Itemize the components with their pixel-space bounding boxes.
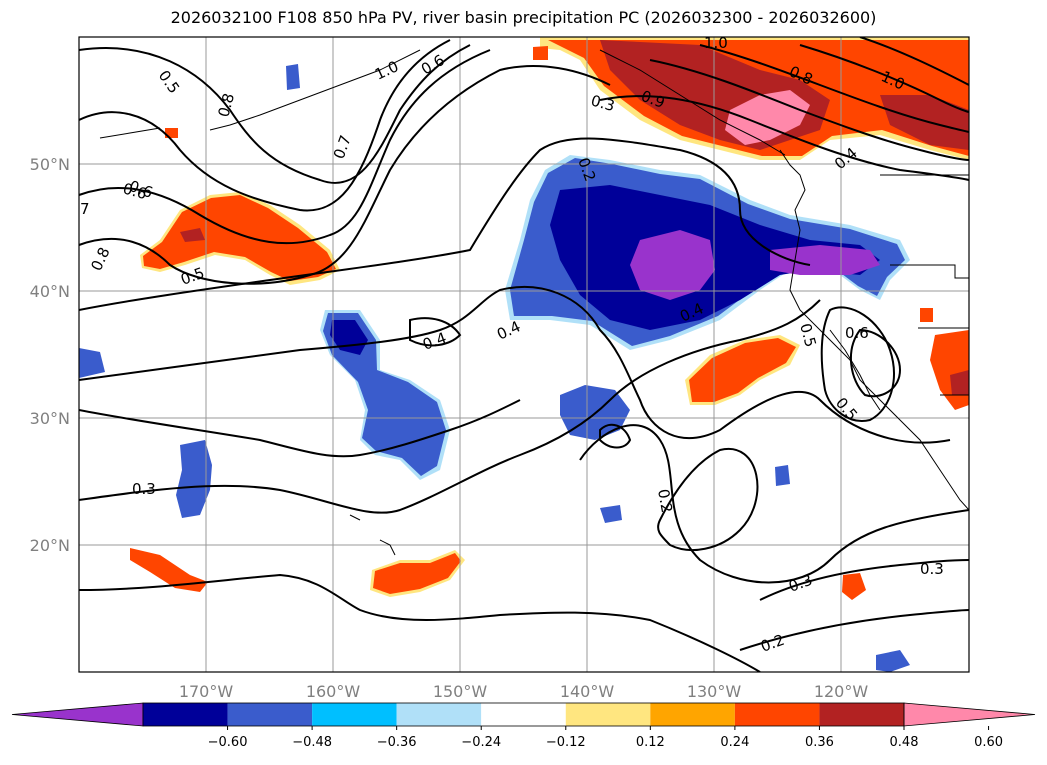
extreme-negative-east bbox=[770, 245, 880, 275]
colorbar-tick-label: 0.60 bbox=[974, 735, 1003, 750]
lat-tick-label: 20°N bbox=[30, 536, 70, 555]
lat-tick-label: 50°N bbox=[30, 155, 70, 174]
lat-tick-label: 40°N bbox=[30, 282, 70, 301]
contour-label: 1.0 bbox=[704, 34, 728, 52]
colorbar-bin bbox=[734, 703, 820, 726]
colorbar-extend-low bbox=[11, 702, 144, 727]
negative-precip-sub4 bbox=[775, 465, 790, 486]
chart-title: 2026032100 F108 850 hPa PV, river basin … bbox=[170, 8, 877, 27]
colorbar-tick-label: 0.36 bbox=[805, 735, 834, 750]
colorbar: −0.60 −0.48 −0.36 −0.24 −0.12 0.12 0.24 0.36 0.4… bbox=[11, 702, 1036, 750]
pv-contours bbox=[79, 37, 969, 672]
colorbar-extend-high bbox=[903, 702, 1036, 727]
negative-precip-sub7 bbox=[286, 64, 300, 90]
strong-negative-central bbox=[550, 185, 880, 330]
colorbar-bin bbox=[565, 703, 651, 726]
lon-tick-label: 130°W bbox=[687, 682, 742, 701]
negative-precip-sub2 bbox=[176, 440, 212, 518]
colorbar-bin bbox=[227, 703, 313, 726]
lat-tick-labels: 50°N 40°N 30°N 20°N bbox=[30, 155, 70, 555]
contour-label: 0.3 bbox=[920, 560, 944, 578]
colorbar-tick-label: −0.36 bbox=[377, 735, 417, 750]
positive-precip-sw bbox=[130, 548, 208, 592]
contour-label: 0.2 bbox=[654, 488, 676, 515]
negative-precip-sub3 bbox=[600, 505, 622, 523]
extreme-positive-ne bbox=[725, 90, 810, 145]
positive-precip-small2 bbox=[920, 308, 933, 322]
contour-label: 7 bbox=[80, 200, 90, 218]
positive-precip-hawaii-core bbox=[373, 553, 461, 594]
strong-positive-ne2 bbox=[880, 95, 969, 150]
colorbar-bin bbox=[312, 703, 397, 726]
gridlines bbox=[79, 37, 969, 672]
negative-precip-sub5 bbox=[876, 650, 910, 672]
strong-positive-mexico bbox=[950, 370, 969, 395]
lon-tick-label: 140°W bbox=[560, 682, 615, 701]
contour-label: 0.6 bbox=[845, 324, 869, 342]
contour-label: 0.3 bbox=[132, 480, 156, 498]
lon-tick-label: 170°W bbox=[179, 682, 234, 701]
lon-tick-labels: 170°W 160°W 150°W 140°W 130°W 120°W bbox=[179, 682, 869, 701]
colorbar-tick-label: −0.48 bbox=[292, 735, 332, 750]
strong-positive-west bbox=[180, 228, 205, 242]
positive-precip-small4 bbox=[533, 46, 548, 60]
negative-precip-sub6 bbox=[79, 348, 105, 378]
colorbar-tick-label: 0.48 bbox=[890, 735, 919, 750]
colorbar-bin bbox=[396, 703, 482, 726]
contour-label: 0.3 bbox=[589, 91, 617, 115]
colorbar-tick-label: 0.24 bbox=[720, 735, 749, 750]
colorbar-tick-label: −0.12 bbox=[546, 735, 586, 750]
lon-tick-label: 160°W bbox=[306, 682, 361, 701]
contour-label: 0.6 bbox=[121, 179, 149, 203]
precip-fields bbox=[79, 37, 969, 672]
extreme-negative-central bbox=[630, 230, 715, 300]
positive-precip-west-core bbox=[143, 195, 336, 281]
map-area bbox=[79, 37, 969, 672]
colorbar-tick-label: −0.60 bbox=[208, 735, 248, 750]
contour-label: 0.5 bbox=[796, 321, 820, 349]
colorbar-frame bbox=[142, 702, 905, 727]
coastlines bbox=[99, 49, 969, 556]
lat-tick-label: 30°N bbox=[30, 409, 70, 428]
colorbar-tick-label: −0.24 bbox=[461, 735, 501, 750]
negative-precip-west-core bbox=[323, 313, 446, 476]
lon-tick-label: 150°W bbox=[433, 682, 488, 701]
contour-label: 0.8 bbox=[214, 91, 238, 119]
lon-tick-label: 120°W bbox=[814, 682, 869, 701]
map-frame bbox=[78, 36, 970, 673]
colorbar-bin bbox=[481, 703, 566, 726]
colorbar-bin bbox=[143, 703, 228, 726]
colorbar-bin bbox=[819, 703, 904, 726]
positive-precip-small1 bbox=[842, 573, 866, 600]
colorbar-bin bbox=[650, 703, 735, 726]
positive-precip-baja-core bbox=[689, 338, 796, 402]
colorbar-tick-label: 0.12 bbox=[636, 735, 665, 750]
